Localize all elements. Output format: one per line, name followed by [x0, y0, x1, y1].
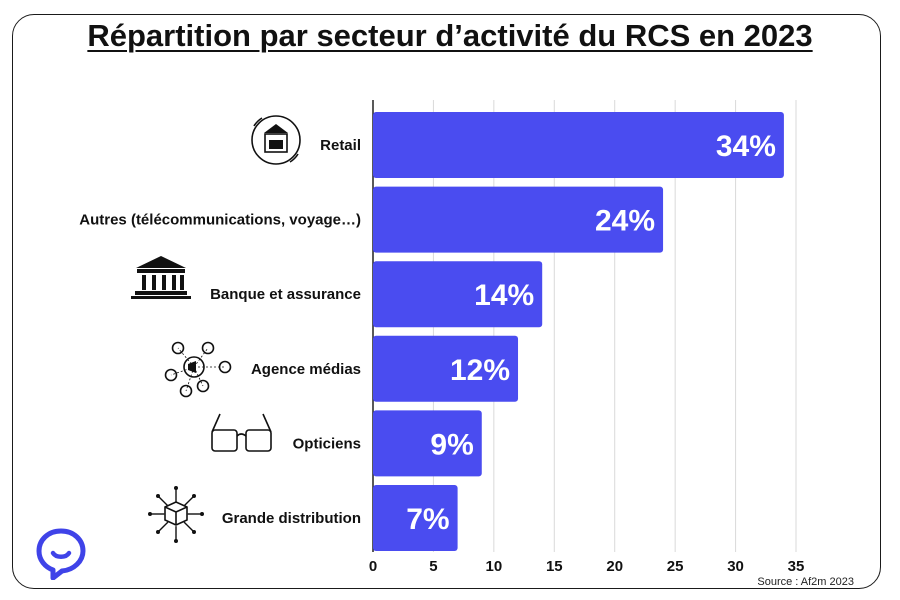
- category-label: Agence médias: [251, 361, 361, 378]
- x-tick-label: 15: [546, 558, 563, 575]
- bar: [373, 112, 784, 178]
- x-tick-label: 30: [727, 558, 744, 575]
- category-label: Retail: [320, 137, 361, 154]
- box-distribution-icon: [148, 486, 204, 543]
- social-media-icon: [164, 341, 232, 398]
- data-label: 12%: [450, 354, 510, 387]
- brand-logo-icon: [36, 528, 86, 580]
- x-tick-label: 10: [486, 558, 503, 575]
- store-icon: [251, 115, 301, 165]
- glasses-icon: [211, 413, 272, 452]
- bar: [373, 261, 543, 328]
- data-label: 7%: [406, 503, 449, 536]
- x-tick-label: 5: [429, 558, 437, 575]
- data-label: 9%: [430, 428, 473, 461]
- category-label: Grande distribution: [222, 510, 361, 527]
- data-label: 24%: [595, 205, 655, 238]
- x-tick-label: 35: [788, 558, 805, 575]
- chart-title: Répartition par secteur d’activité du RC…: [87, 18, 813, 53]
- bar: [373, 410, 482, 477]
- category-label: Opticiens: [293, 435, 361, 452]
- category-label: Autres (télécommunications, voyage…): [79, 212, 361, 229]
- x-tick-label: 0: [369, 558, 377, 575]
- bank-icon: [131, 256, 191, 299]
- bar: [373, 186, 664, 253]
- source-note: Source : Af2m 2023: [757, 576, 854, 588]
- x-tick-label: 20: [606, 558, 623, 575]
- category-label: Banque et assurance: [210, 286, 361, 303]
- bar: [373, 485, 458, 551]
- data-label: 34%: [716, 130, 776, 163]
- bar: [373, 335, 519, 402]
- chart-frame: [12, 14, 881, 589]
- x-tick-label: 25: [667, 558, 684, 575]
- data-label: 14%: [474, 279, 534, 312]
